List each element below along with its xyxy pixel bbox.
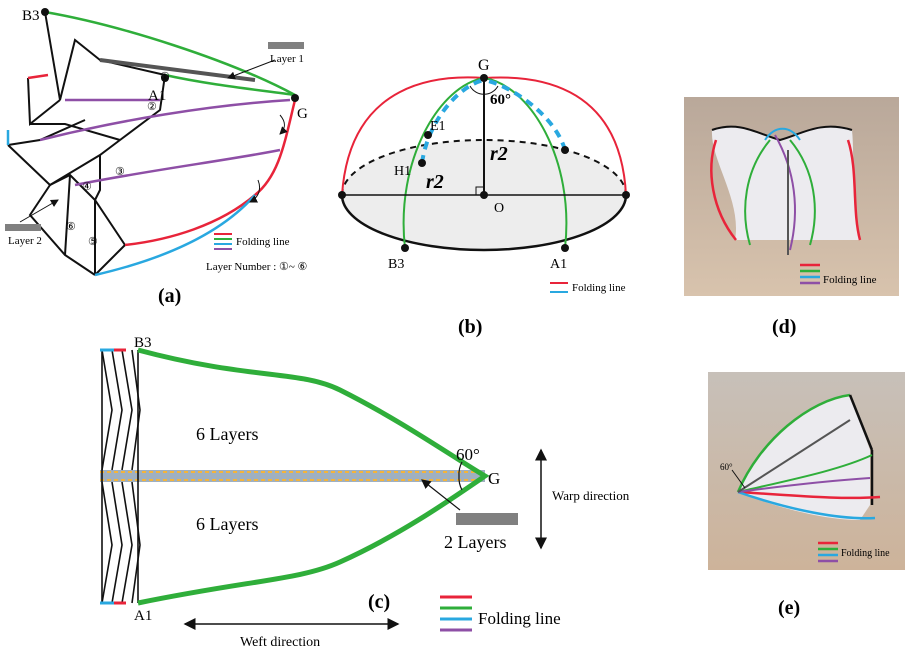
c-2layers-swatch: [456, 513, 518, 525]
a-mark-6: ⑥: [66, 221, 76, 233]
b-caption: (b): [458, 316, 482, 338]
b-label-o: O: [494, 201, 504, 216]
b-label-g: G: [478, 57, 490, 74]
a-label-g: G: [297, 106, 308, 122]
a-green-top: [45, 12, 295, 95]
b-label-e1: E1: [430, 119, 446, 134]
b-blue-right: [484, 80, 565, 150]
c-top-layers: 6 Layers: [196, 424, 258, 444]
c-label-a1: A1: [134, 608, 152, 624]
e-legend-label: Folding line: [841, 548, 890, 559]
b-label-h1: H1: [394, 164, 411, 179]
a-rot-arrow-1: [280, 115, 285, 134]
c-angle-label: 60°: [456, 445, 480, 464]
c-center-layers: 2 Layers: [444, 532, 506, 552]
a-mark-5: ⑤: [88, 236, 98, 248]
c-caption: (c): [368, 591, 390, 613]
panel-e: [708, 372, 905, 570]
a-layer1-swatch: [268, 42, 304, 49]
a-point-g: [291, 94, 299, 102]
panel-d: [684, 97, 899, 296]
a-layer-number: Layer Number : ①~ ⑥: [206, 261, 308, 273]
a-purple-2: [40, 100, 290, 140]
b-point-rightend: [622, 191, 630, 199]
b-point-g: [480, 74, 488, 82]
panel-b: [338, 74, 630, 292]
b-label-a1: A1: [550, 257, 567, 272]
c-legend-label: Folding line: [478, 609, 561, 628]
a-mark-2: ②: [147, 101, 157, 113]
c-label-b3: B3: [134, 335, 152, 351]
e-angle-label: 60°: [720, 462, 733, 472]
b-point-left: [338, 191, 346, 199]
a-legend-label: Folding line: [236, 236, 290, 248]
b-point-o: [480, 191, 488, 199]
b-point-b3: [401, 244, 409, 252]
a-mark-4: ④: [82, 181, 92, 193]
a-red-top: [28, 75, 48, 78]
a-layer1-label: Layer 1: [270, 53, 304, 65]
e-caption: (e): [778, 597, 800, 619]
d-caption: (d): [772, 316, 796, 338]
b-angle-label: 60°: [490, 92, 511, 108]
a-layer2-label: Layer 2: [8, 235, 42, 247]
panel-a: [5, 8, 304, 275]
b-radius-vertical: r2: [490, 143, 508, 165]
a-mark-3: ③: [115, 166, 125, 178]
b-point-h1: [418, 159, 426, 167]
b-legend-label: Folding line: [572, 282, 626, 294]
a-point-b3: [41, 8, 49, 16]
panel-c: [100, 350, 541, 630]
a-label-b3: B3: [22, 8, 40, 24]
c-warp-label: Warp direction: [552, 488, 630, 503]
b-label-b3: B3: [388, 257, 404, 272]
c-label-g: G: [488, 469, 500, 488]
a-mark-1: ①: [160, 71, 170, 83]
a-layer2-swatch: [5, 224, 41, 231]
a-caption: (a): [158, 285, 181, 307]
c-bottom-layers: 6 Layers: [196, 514, 258, 534]
b-point-a1: [561, 244, 569, 252]
a-purple-3: [75, 150, 280, 185]
b-point-right: [561, 146, 569, 154]
c-weft-label: Weft direction: [240, 635, 320, 650]
b-radius-horizontal: r2: [426, 171, 444, 193]
d-legend-label: Folding line: [823, 274, 877, 286]
